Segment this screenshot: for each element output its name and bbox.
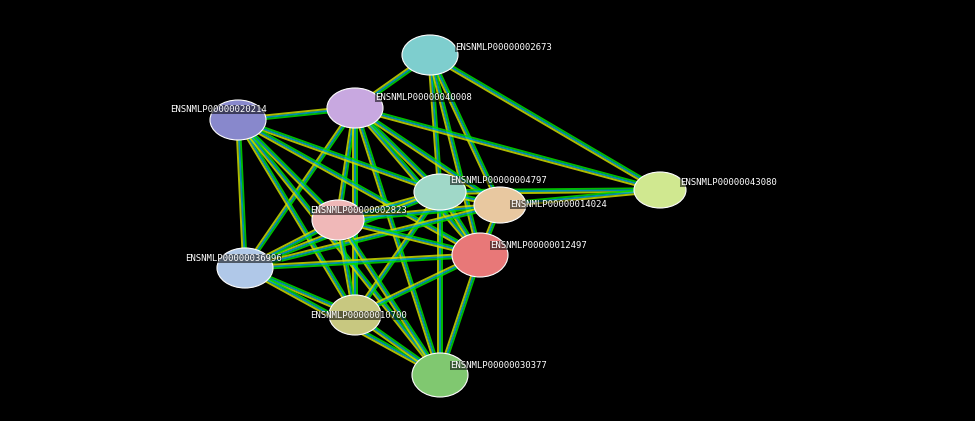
- Text: ENSNMLP00000014024: ENSNMLP00000014024: [510, 200, 606, 209]
- Ellipse shape: [634, 172, 686, 208]
- Ellipse shape: [217, 248, 273, 288]
- Ellipse shape: [329, 295, 381, 335]
- Ellipse shape: [412, 353, 468, 397]
- Text: ENSNMLP00000036996: ENSNMLP00000036996: [185, 254, 282, 263]
- Ellipse shape: [402, 35, 458, 75]
- Text: ENSNMLP00000020214: ENSNMLP00000020214: [170, 105, 267, 114]
- Text: ENSNMLP00000002673: ENSNMLP00000002673: [455, 43, 552, 52]
- Text: ENSNMLP00000010700: ENSNMLP00000010700: [310, 311, 407, 320]
- Text: ENSNMLP00000012497: ENSNMLP00000012497: [490, 241, 587, 250]
- Ellipse shape: [327, 88, 383, 128]
- Ellipse shape: [414, 174, 466, 210]
- Text: ENSNMLP00000004797: ENSNMLP00000004797: [450, 176, 547, 185]
- Text: ENSNMLP00000043080: ENSNMLP00000043080: [680, 178, 777, 187]
- Ellipse shape: [452, 233, 508, 277]
- Ellipse shape: [474, 187, 526, 223]
- Text: ENSNMLP00000002823: ENSNMLP00000002823: [310, 206, 407, 215]
- Ellipse shape: [312, 200, 364, 240]
- Text: ENSNMLP00000040008: ENSNMLP00000040008: [375, 93, 472, 102]
- Ellipse shape: [210, 100, 266, 140]
- Text: ENSNMLP00000030377: ENSNMLP00000030377: [450, 361, 547, 370]
